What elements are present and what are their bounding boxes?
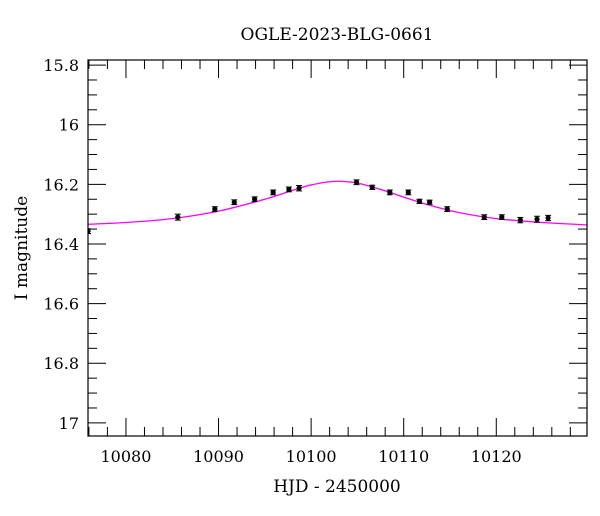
chart-title: OGLE-2023-BLG-0661 — [241, 25, 434, 45]
y-tick-label: 16 — [59, 116, 79, 135]
data-point — [534, 215, 541, 223]
data-marker — [387, 189, 393, 195]
data-point — [353, 179, 360, 186]
x-tick-label: 10090 — [193, 447, 244, 466]
data-marker — [296, 185, 302, 191]
data-point — [517, 216, 524, 224]
data-marker — [499, 214, 505, 220]
data-point — [285, 186, 292, 193]
data-marker — [545, 215, 551, 221]
data-point — [296, 185, 303, 192]
data-point — [211, 206, 218, 212]
data-point — [88, 228, 91, 235]
data-point — [426, 199, 433, 205]
y-tick-label: 16.6 — [43, 295, 79, 314]
y-tick-label: 16.8 — [43, 354, 79, 373]
data-marker — [517, 217, 523, 223]
x-axis-label: HJD - 2450000 — [273, 477, 401, 497]
data-point — [174, 213, 181, 221]
data-point — [386, 189, 393, 196]
data-marker — [481, 214, 487, 220]
data-point — [545, 214, 552, 222]
data-marker — [405, 189, 411, 195]
data-point — [369, 184, 376, 190]
data-marker — [534, 216, 540, 222]
data-marker — [270, 189, 276, 195]
data-point — [444, 206, 451, 212]
data-marker — [175, 214, 181, 220]
y-tick-label: 15.8 — [43, 56, 79, 75]
data-point — [498, 214, 505, 221]
plot-frame — [87, 59, 588, 437]
data-point — [405, 189, 412, 196]
x-tick-label: 10080 — [101, 447, 152, 466]
axis-ticks: 10080 10090 10100 10110 10120 15.8 16 16.2 16.4 1… — [43, 56, 587, 466]
x-tick-label: 10110 — [378, 447, 429, 466]
model-curve — [87, 180, 588, 226]
data-marker — [444, 206, 450, 212]
data-point — [231, 199, 238, 206]
data-point — [251, 196, 258, 203]
data-marker — [416, 198, 423, 204]
x-tick-label: 10120 — [471, 447, 522, 466]
data-marker — [286, 186, 292, 193]
data-marker — [88, 228, 91, 234]
y-tick-label: 16.2 — [43, 175, 79, 194]
data-marker — [369, 184, 375, 190]
y-tick-label: 16.4 — [43, 235, 79, 254]
data-points-group — [88, 179, 552, 235]
data-marker — [427, 199, 433, 205]
data-marker — [252, 196, 258, 202]
data-point — [416, 198, 423, 204]
y-axis-label: I magnitude — [12, 196, 32, 300]
data-marker — [231, 199, 237, 205]
data-point — [481, 214, 488, 221]
y-tick-label: 17 — [59, 414, 79, 433]
data-point — [270, 189, 277, 196]
data-marker — [353, 179, 360, 185]
model-curve-group — [87, 180, 588, 226]
data-marker — [212, 206, 218, 212]
x-tick-label: 10100 — [286, 447, 337, 466]
